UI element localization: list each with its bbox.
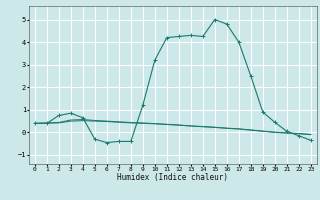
X-axis label: Humidex (Indice chaleur): Humidex (Indice chaleur) (117, 173, 228, 182)
